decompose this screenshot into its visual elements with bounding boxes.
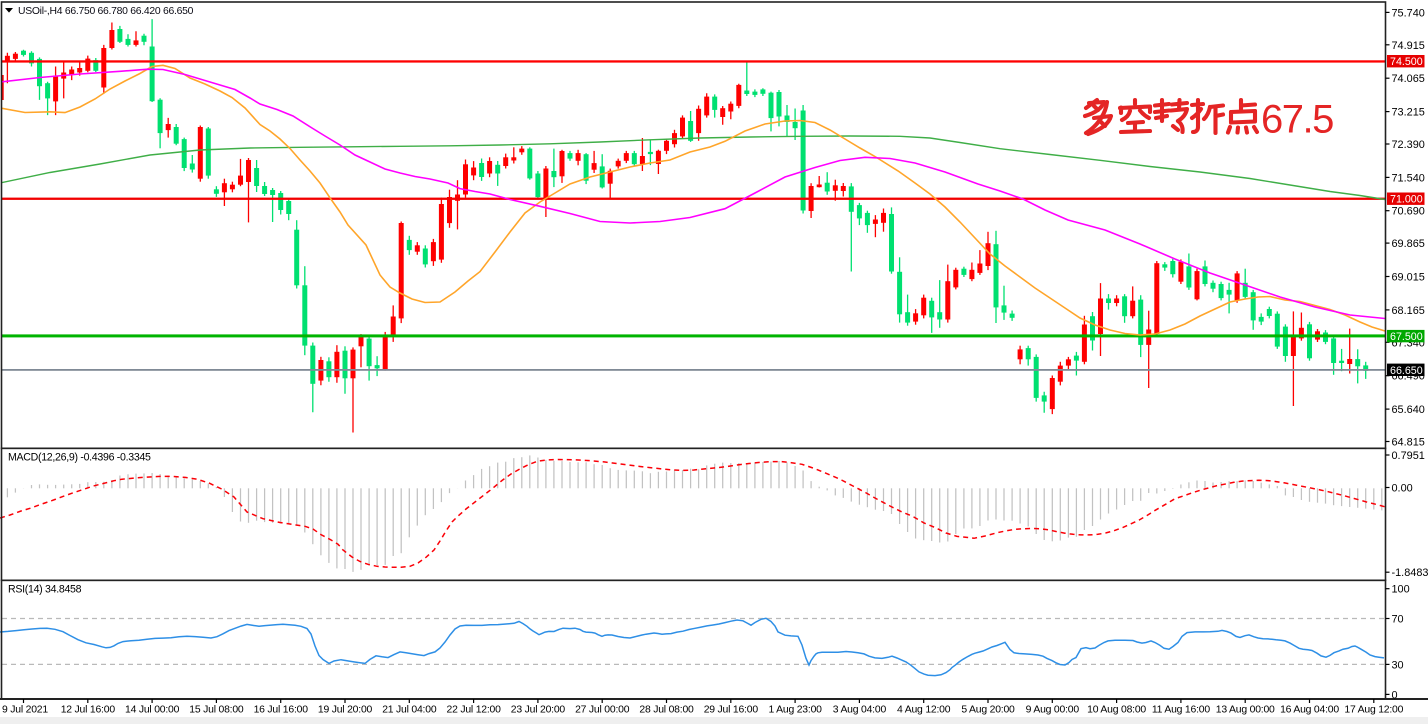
svg-text:65.640: 65.640 xyxy=(1392,404,1425,416)
svg-text:MACD(12,26,9) -0.4396 -0.3345: MACD(12,26,9) -0.4396 -0.3345 xyxy=(8,452,151,464)
svg-text:29 Jul 16:00: 29 Jul 16:00 xyxy=(704,705,759,716)
svg-text:30: 30 xyxy=(1392,659,1404,671)
svg-text:72.390: 72.390 xyxy=(1392,139,1425,151)
svg-text:10 Aug 08:00: 10 Aug 08:00 xyxy=(1087,705,1146,716)
svg-text:67.500: 67.500 xyxy=(1390,331,1423,343)
svg-text:15 Jul 08:00: 15 Jul 08:00 xyxy=(189,705,244,716)
svg-text:4 Aug 12:00: 4 Aug 12:00 xyxy=(897,705,951,716)
svg-text:67.5: 67.5 xyxy=(1261,98,1333,142)
svg-text:75.740: 75.740 xyxy=(1392,7,1425,19)
svg-text:74.915: 74.915 xyxy=(1392,40,1425,52)
svg-text:70.690: 70.690 xyxy=(1392,206,1425,218)
svg-text:71.540: 71.540 xyxy=(1392,172,1425,184)
svg-text:22 Jul 12:00: 22 Jul 12:00 xyxy=(446,705,501,716)
svg-text:17 Aug 12:00: 17 Aug 12:00 xyxy=(1344,705,1403,716)
svg-text:5 Aug 20:00: 5 Aug 20:00 xyxy=(961,705,1015,716)
svg-text:23 Jul 20:00: 23 Jul 20:00 xyxy=(511,705,566,716)
svg-text:21 Jul 04:00: 21 Jul 04:00 xyxy=(382,705,437,716)
svg-text:70: 70 xyxy=(1392,614,1404,626)
svg-text:69.015: 69.015 xyxy=(1392,272,1425,284)
svg-text:9 Aug 00:00: 9 Aug 00:00 xyxy=(1026,705,1080,716)
svg-text:13 Aug 00:00: 13 Aug 00:00 xyxy=(1216,705,1275,716)
svg-text:66.650: 66.650 xyxy=(1390,365,1423,377)
svg-text:71.000: 71.000 xyxy=(1390,194,1423,206)
svg-text:12 Jul 16:00: 12 Jul 16:00 xyxy=(61,705,116,716)
svg-text:74.500: 74.500 xyxy=(1390,56,1423,68)
svg-text:64.815: 64.815 xyxy=(1392,437,1425,449)
svg-text:11 Aug 16:00: 11 Aug 16:00 xyxy=(1152,705,1210,716)
svg-text:16 Jul 16:00: 16 Jul 16:00 xyxy=(254,705,309,716)
svg-text:9 Jul 2021: 9 Jul 2021 xyxy=(2,705,48,716)
svg-text:0.7951: 0.7951 xyxy=(1392,450,1425,462)
svg-text:3 Aug 04:00: 3 Aug 04:00 xyxy=(833,705,887,716)
svg-text:28 Jul 08:00: 28 Jul 08:00 xyxy=(639,705,694,716)
svg-text:68.165: 68.165 xyxy=(1392,305,1425,317)
svg-text:-1.8483: -1.8483 xyxy=(1392,567,1428,579)
svg-text:73.215: 73.215 xyxy=(1392,107,1425,119)
svg-text:74.065: 74.065 xyxy=(1392,73,1425,85)
svg-text:0.00: 0.00 xyxy=(1392,483,1413,495)
svg-text:1 Aug 23:00: 1 Aug 23:00 xyxy=(768,705,822,716)
svg-text:19 Jul 20:00: 19 Jul 20:00 xyxy=(318,705,373,716)
svg-text:RSI(14) 34.8458: RSI(14) 34.8458 xyxy=(8,584,82,596)
svg-text:0: 0 xyxy=(1392,689,1398,701)
svg-text:USOil-,H4 66.750 66.780 66.42: USOil-,H4 66.750 66.780 66.420 66.650 xyxy=(18,6,194,17)
svg-text:69.865: 69.865 xyxy=(1392,238,1425,250)
svg-text:100: 100 xyxy=(1392,584,1410,596)
svg-text:14 Jul 00:00: 14 Jul 00:00 xyxy=(125,705,180,716)
svg-text:27 Jul 00:00: 27 Jul 00:00 xyxy=(575,705,630,716)
svg-text:16 Aug 04:00: 16 Aug 04:00 xyxy=(1280,705,1339,716)
